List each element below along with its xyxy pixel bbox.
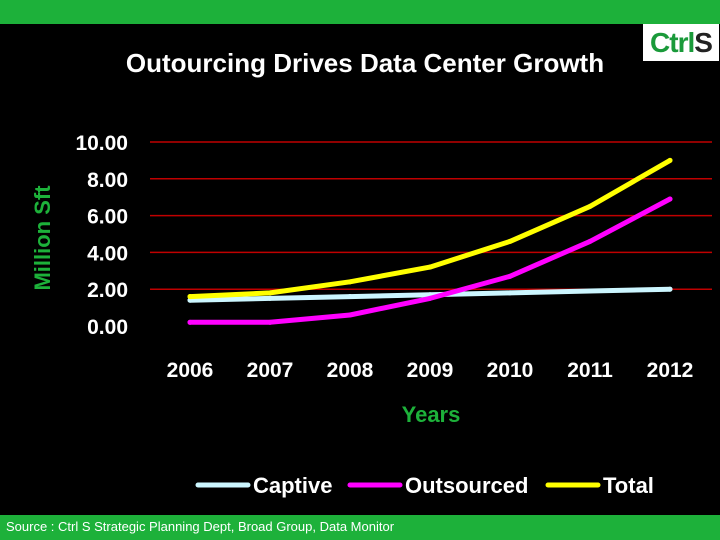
x-tick-label: 2012 (647, 359, 694, 382)
y-tick-label: 6.00 (87, 206, 128, 229)
x-tick-labels: 2006 2007 2008 2009 2010 2011 2012 (167, 359, 694, 382)
series-line-outsourced (187, 196, 673, 325)
data-point-outsourced (427, 295, 433, 301)
data-point-captive (587, 288, 593, 294)
data-point-outsourced (507, 273, 513, 279)
gridlines (150, 141, 712, 290)
x-tick-label: 2010 (487, 359, 534, 382)
data-point-total (187, 294, 193, 300)
data-point-total (587, 203, 593, 209)
logo-ctrl-text: Ctrl (650, 26, 695, 58)
y-tick-label: 2.00 (87, 279, 128, 302)
top-accent-bar (0, 0, 720, 24)
legend-label-captive: Captive (253, 473, 332, 498)
y-tick-label: 0.00 (87, 316, 128, 339)
legend-label-total: Total (603, 473, 654, 498)
data-point-total (427, 264, 433, 270)
data-point-captive (347, 294, 353, 300)
data-point-total (267, 290, 273, 296)
data-point-captive (667, 286, 673, 292)
data-point-outsourced (187, 319, 193, 325)
y-tick-label: 10.00 (75, 132, 128, 155)
chart-title: Outourcing Drives Data Center Growth (126, 48, 604, 78)
data-point-captive (267, 295, 273, 301)
x-tick-label: 2009 (407, 359, 454, 382)
x-tick-label: 2011 (567, 359, 613, 382)
data-point-total (347, 279, 353, 285)
logo-s-text: S (694, 26, 713, 58)
y-tick-label: 8.00 (87, 169, 128, 192)
series-lines (187, 157, 673, 325)
data-point-outsourced (267, 319, 273, 325)
data-point-total (507, 238, 513, 244)
x-tick-label: 2006 (167, 359, 214, 382)
x-tick-label: 2007 (247, 359, 294, 382)
source-note: Source : Ctrl S Strategic Planning Dept,… (6, 519, 395, 534)
data-point-outsourced (587, 238, 593, 244)
series-line-total (187, 157, 673, 300)
y-axis-title: Million Sft (30, 185, 55, 291)
legend: Captive Outsourced Total (195, 473, 654, 498)
data-point-outsourced (667, 196, 673, 202)
x-axis-title: Years (402, 402, 461, 427)
legend-label-outsourced: Outsourced (405, 473, 528, 498)
x-tick-label: 2008 (327, 359, 374, 382)
data-point-captive (507, 290, 513, 296)
bottom-accent-bar (0, 515, 720, 540)
data-point-outsourced (347, 312, 353, 318)
ctrls-logo: Ctrl S (643, 24, 719, 61)
data-point-total (667, 157, 673, 163)
y-tick-labels: 0.00 2.00 4.00 6.00 8.00 10.00 (75, 132, 128, 339)
y-tick-label: 4.00 (87, 242, 128, 265)
